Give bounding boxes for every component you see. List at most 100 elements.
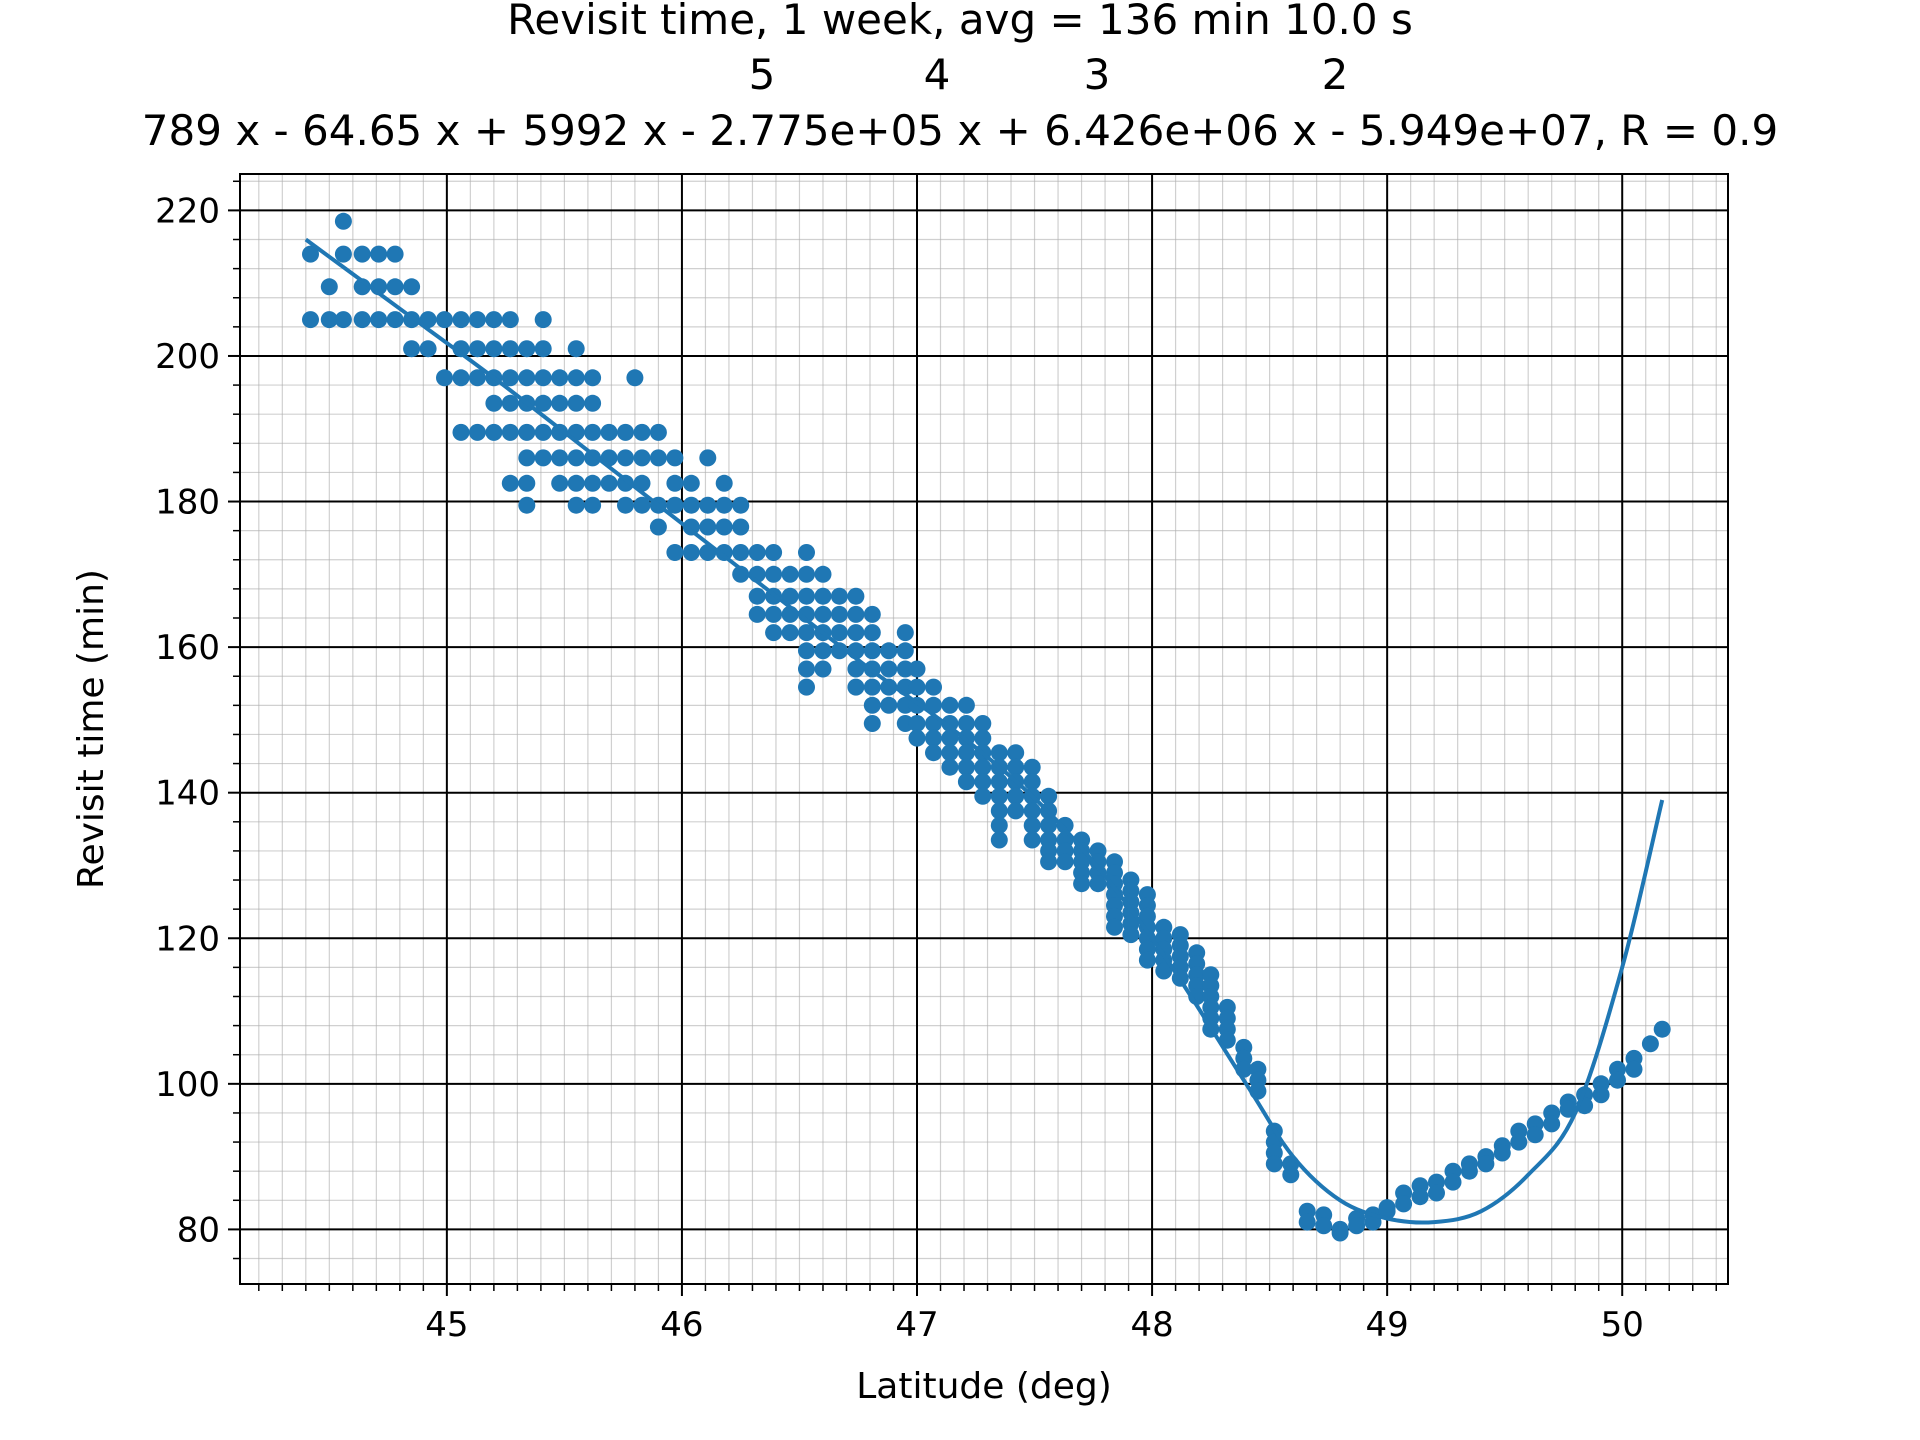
scatter-point: [1378, 1199, 1396, 1217]
scatter-point: [302, 245, 319, 263]
scatter-point: [896, 696, 914, 714]
scatter-point: [957, 744, 975, 762]
x-axis-ticks: 45 46 47 48 49 50: [258, 1284, 1717, 1345]
scatter-point: [534, 369, 552, 387]
scatter-point: [452, 423, 470, 441]
subtitle-exponent: 2: [1322, 50, 1349, 99]
scatter-point: [682, 474, 700, 492]
scatter-point: [534, 449, 552, 467]
scatter-point: [814, 587, 832, 605]
scatter-point: [765, 544, 783, 561]
plot-frame: [239, 173, 1729, 1285]
scatter-point: [518, 423, 536, 441]
scatter-point: [1040, 787, 1058, 805]
scatter-point: [501, 340, 519, 358]
scatter-point: [386, 245, 404, 263]
scatter-point: [974, 715, 992, 732]
scatter-point: [1023, 773, 1041, 791]
scatter-point: [334, 245, 352, 263]
scatter-point: [1298, 1213, 1316, 1231]
scatter-point: [518, 340, 536, 358]
scatter-point: [1007, 787, 1025, 805]
scatter-point: [534, 423, 552, 441]
scatter-point: [781, 587, 799, 605]
scatter-point: [748, 544, 766, 561]
scatter-point: [386, 311, 404, 329]
scatter-point: [715, 474, 733, 492]
scatter-point: [798, 624, 815, 642]
scatter-point: [501, 311, 519, 329]
scatter-point: [765, 605, 783, 623]
scatter-point: [814, 642, 832, 660]
scatter-point: [830, 624, 848, 642]
scatter-point: [1056, 853, 1074, 871]
scatter-point: [567, 340, 585, 358]
scatter-point: [1040, 816, 1058, 834]
scatter-point: [1348, 1217, 1366, 1235]
scatter-point: [518, 474, 536, 492]
scatter-point: [682, 496, 700, 514]
scatter-point: [452, 369, 470, 387]
scatter-point: [974, 787, 992, 805]
scatter-point: [798, 678, 815, 696]
scatter-point: [567, 369, 585, 387]
scatter-point: [617, 449, 634, 467]
scatter-point: [941, 729, 959, 747]
scatter-point: [403, 278, 421, 296]
x-tick-label: 49: [1366, 1305, 1409, 1345]
scatter-point: [990, 744, 1008, 762]
x-tick-label: 45: [425, 1305, 468, 1345]
scatter-point: [863, 605, 881, 623]
scatter-point: [896, 642, 914, 660]
scatter-point: [551, 449, 569, 467]
y-tick-label: 180: [155, 483, 220, 523]
scatter-point: [908, 660, 926, 678]
subtitle-exponent: 5: [749, 50, 776, 99]
scatter-point: [1460, 1162, 1478, 1180]
scatter-point: [584, 496, 602, 514]
scatter-point: [908, 729, 926, 747]
scatter-point: [1411, 1188, 1429, 1206]
x-tick-label: 47: [895, 1305, 938, 1345]
scatter-point: [1653, 1020, 1671, 1038]
scatter-point: [699, 496, 717, 514]
scatter-point: [1106, 918, 1123, 936]
scatter-point: [847, 587, 865, 605]
scatter-point: [666, 496, 684, 514]
scatter-point: [403, 340, 421, 358]
scatter-point: [814, 660, 832, 678]
scatter-point: [600, 423, 618, 441]
scatter-point: [990, 802, 1008, 820]
scatter-point: [732, 518, 750, 536]
scatter-point: [847, 624, 865, 642]
scatter-point: [765, 565, 783, 583]
scatter-point: [1592, 1086, 1610, 1104]
scatter-point: [925, 744, 942, 762]
scatter-point: [781, 624, 799, 642]
scatter-point: [748, 587, 766, 605]
scatter-point: [699, 518, 717, 536]
scatter-point: [830, 587, 848, 605]
scatter-point: [501, 394, 519, 412]
scatter-point: [941, 696, 959, 714]
scatter-point: [847, 660, 865, 678]
scatter-point: [1007, 758, 1025, 776]
fit-curve-line: [304, 237, 1665, 1225]
scatter-point: [1007, 744, 1025, 762]
y-axis-label: Revisit time (min): [71, 569, 112, 889]
scatter-point: [957, 715, 975, 732]
scatter-point: [1040, 853, 1058, 871]
scatter-point: [600, 474, 618, 492]
scatter-point: [1641, 1035, 1659, 1053]
scatter-point: [534, 311, 552, 329]
y-tick-label: 140: [155, 774, 220, 814]
scatter-point: [353, 311, 371, 329]
scatter-point: [990, 831, 1008, 849]
scatter-point: [908, 715, 926, 732]
scatter-point: [1023, 758, 1041, 776]
scatter-point: [452, 311, 470, 329]
scatter-point: [1089, 875, 1107, 893]
scatter-point: [925, 729, 942, 747]
scatter-point: [551, 423, 569, 441]
scatter-point: [814, 565, 832, 583]
